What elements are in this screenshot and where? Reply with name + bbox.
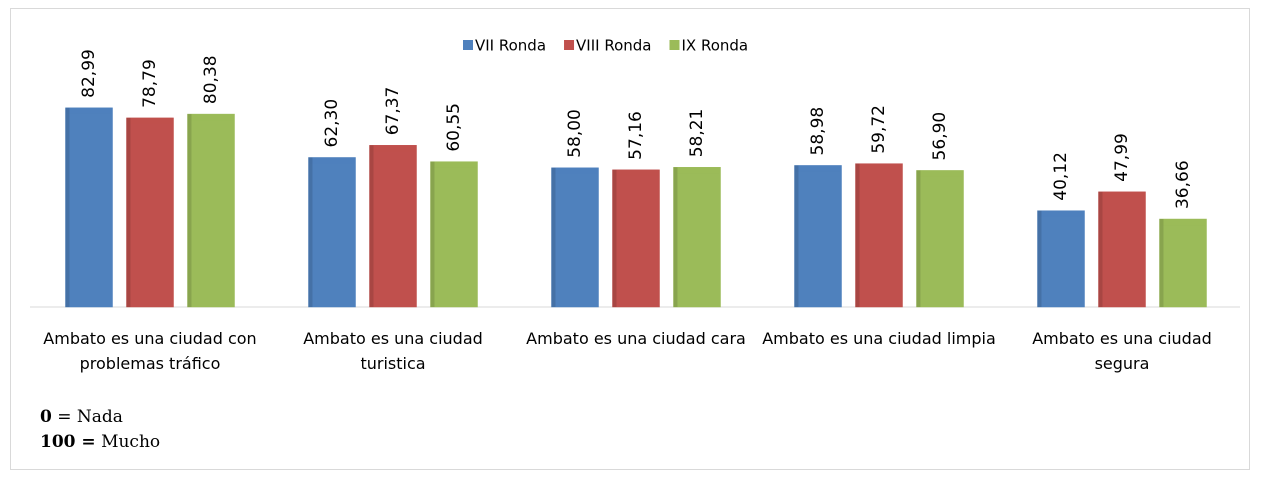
data-label: 67,37: [383, 87, 403, 136]
bar-cap: [856, 163, 902, 170]
bar: [551, 167, 599, 308]
x-tick-label: Ambato es una ciudad cara: [526, 329, 746, 348]
bar: [1159, 218, 1207, 308]
bar-shade: [187, 114, 192, 307]
bar-cap: [431, 161, 477, 168]
bar-shade: [1159, 219, 1164, 307]
note-key: 0: [40, 407, 52, 427]
bar-cap: [1160, 219, 1206, 226]
bar-shade: [551, 167, 556, 307]
bar-shade: [65, 107, 70, 307]
bar-shade: [308, 157, 313, 307]
data-label: 36,66: [1173, 160, 1193, 209]
legend-label: VII Ronda: [475, 37, 546, 55]
data-label: 40,12: [1051, 152, 1071, 201]
bar-shade: [673, 167, 678, 307]
bar: [187, 113, 235, 308]
bar-cap: [370, 145, 416, 152]
bar-cap: [66, 107, 112, 114]
bar: [1037, 210, 1085, 308]
data-label: 58,21: [687, 109, 707, 158]
data-label: 59,72: [869, 105, 889, 154]
data-label: 47,99: [1112, 133, 1132, 182]
bar-shade: [369, 145, 374, 307]
bar: [612, 169, 660, 308]
note-text: = Nada: [57, 407, 123, 427]
bar-cap: [188, 114, 234, 121]
x-tick-label: Ambato es una ciudad limpia: [762, 329, 996, 348]
bar-cap: [613, 169, 659, 176]
note: 0 = Nada: [40, 407, 123, 427]
chart-frame: [10, 8, 1250, 470]
data-label: 62,30: [322, 99, 342, 148]
data-label: 58,98: [808, 107, 828, 156]
bar: [126, 117, 174, 308]
bar-shade: [855, 163, 860, 307]
bar: [65, 107, 113, 308]
bar: [308, 157, 356, 308]
bar-shade: [916, 170, 921, 307]
bar: [673, 167, 721, 308]
legend-swatch: [669, 40, 680, 50]
bar-cap: [1038, 210, 1084, 217]
note-text: Mucho: [101, 432, 161, 452]
data-label: 57,16: [626, 111, 646, 160]
bar-shade: [1037, 210, 1042, 307]
bar: [369, 145, 417, 308]
legend-swatch: [463, 40, 473, 50]
bar-cap: [1099, 191, 1145, 198]
data-label: 56,90: [930, 112, 950, 161]
bar-shade: [126, 117, 131, 308]
legend-label: IX Ronda: [681, 37, 748, 55]
bar-cap: [127, 117, 173, 124]
bar-cap: [917, 170, 963, 177]
bar: [916, 170, 964, 308]
bar-cap: [309, 157, 355, 164]
x-tick-label: Ambato es una ciudad con problemas tráfi…: [43, 329, 257, 373]
note: 100 = Mucho: [40, 432, 160, 452]
data-label: 78,79: [140, 59, 160, 108]
bar-shade: [612, 169, 617, 307]
data-label: 60,55: [444, 103, 464, 152]
bar-cap: [674, 167, 720, 174]
bar: [430, 161, 478, 308]
data-label: 82,99: [79, 49, 99, 98]
bar-shade: [430, 161, 435, 307]
legend-swatch: [564, 40, 575, 50]
bar-shade: [794, 165, 799, 307]
x-tick-label: Ambato es una ciudad turistica: [303, 329, 483, 373]
data-label: 58,00: [565, 109, 585, 158]
bar: [794, 165, 842, 308]
note-key: 100 =: [40, 432, 96, 452]
bar-cap: [795, 165, 841, 172]
bar-cap: [552, 167, 598, 174]
legend-label: VIII Ronda: [576, 37, 651, 55]
data-label: 80,38: [201, 55, 221, 104]
x-tick-label: Ambato es una ciudad segura: [1032, 329, 1212, 373]
bar-shade: [1098, 191, 1103, 307]
bar: [855, 163, 903, 308]
bar: [1098, 191, 1146, 308]
